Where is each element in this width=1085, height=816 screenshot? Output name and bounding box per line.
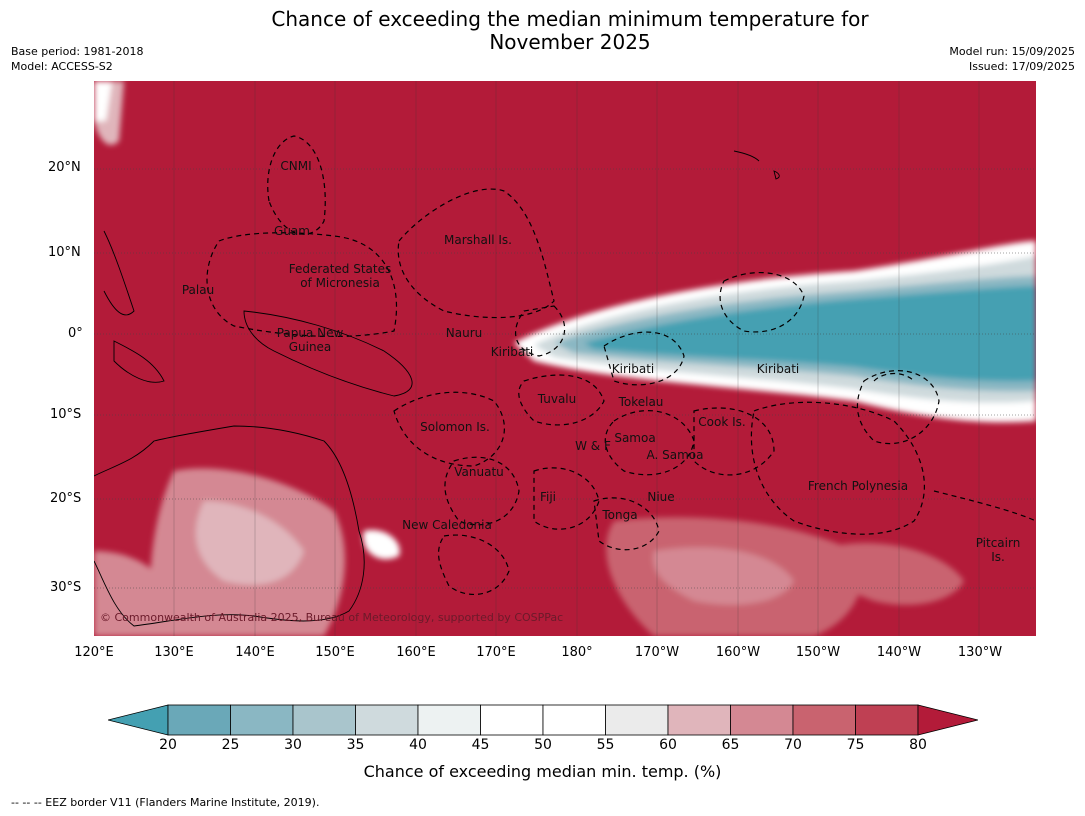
lat-label-10s: 10°S — [50, 407, 82, 422]
lon-label-130e: 130°E — [154, 645, 194, 660]
colorbar-tick-label: 40 — [409, 737, 427, 753]
label-fsm-line1: Federated States — [288, 262, 392, 276]
label-palau: Palau — [181, 283, 215, 297]
lon-label-170w: 170°W — [634, 645, 680, 660]
colorbar-segment — [230, 704, 294, 736]
meridians — [173, 81, 980, 636]
colorbar-segment — [417, 704, 481, 736]
warm-moderate-patches — [94, 81, 964, 636]
model-name: Model: ACCESS-S2 — [11, 60, 113, 73]
lat-label-eq: 0° — [68, 326, 83, 341]
colorbar-tick-label: 75 — [846, 737, 865, 753]
lon-label-160e: 160°E — [396, 645, 436, 660]
label-niue: Niue — [647, 490, 675, 504]
eez-legend: -- -- -- EEZ border V11 (Flanders Marine… — [11, 796, 320, 809]
label-png-line1: Papua New — [276, 326, 344, 340]
colorbar-title: Chance of exceeding median min. temp. (%… — [363, 762, 722, 781]
label-kiribati-west: Kiribati — [490, 345, 534, 359]
equatorial-cool-tongue — [514, 241, 1036, 423]
label-tonga: Tonga — [602, 508, 638, 522]
colorbar-tick-label: 65 — [721, 737, 740, 753]
colorbar-tick-label: 45 — [471, 737, 490, 753]
lon-label-150e: 150°E — [315, 645, 355, 660]
label-solomon-islands: Solomon Is. — [420, 420, 490, 434]
colorbar-tick-label: 55 — [596, 737, 615, 753]
colorbar-tick-label: 20 — [159, 737, 177, 753]
colorbar-segment — [667, 704, 731, 736]
label-guam: Guam — [274, 224, 310, 238]
label-fiji: Fiji — [539, 490, 557, 504]
map-canvas — [94, 81, 1036, 636]
title-line-1: Chance of exceeding the median minimum t… — [271, 7, 869, 31]
forecast-map: CNMI Guam Marshall Is. Federated States … — [94, 81, 1036, 636]
label-cnmi: CNMI — [280, 159, 312, 173]
label-pitcairn-line2: Is. — [991, 550, 1005, 564]
colorbar-segment — [355, 704, 419, 736]
label-new-caledonia: New Caledonia — [402, 518, 492, 532]
graticule — [94, 168, 1036, 589]
label-marshall-islands: Marshall Is. — [444, 233, 512, 247]
lon-label-120e: 120°E — [74, 645, 114, 660]
label-kiribati-central: Kiribati — [611, 362, 655, 376]
meta-left: Base period: 1981-2018 Model: ACCESS-S2 — [11, 44, 143, 74]
lon-label-180: 180° — [561, 645, 593, 660]
label-pitcairn-line1: Pitcairn — [975, 536, 1021, 550]
label-tokelau: Tokelau — [618, 395, 664, 409]
colorbar-arrow-low — [108, 704, 169, 736]
lon-label-140e: 140°E — [235, 645, 275, 660]
colorbar-segment — [542, 704, 606, 736]
lat-label-10n: 10°N — [48, 245, 81, 260]
label-french-polynesia: French Polynesia — [807, 479, 909, 493]
colorbar-segment — [855, 704, 919, 736]
colorbar-segment — [730, 704, 794, 736]
label-wallis-futuna: W & F — [575, 439, 611, 453]
colorbar-tick-label: 50 — [534, 737, 552, 753]
label-kiribati-east: Kiribati — [756, 362, 800, 376]
lat-label-20n: 20°N — [48, 160, 81, 175]
lon-label-130w: 130°W — [957, 645, 1003, 660]
title-line-2: November 2025 — [489, 30, 651, 54]
colorbar-segment — [292, 704, 356, 736]
label-samoa: Samoa — [614, 431, 656, 445]
colorbar — [108, 704, 978, 736]
colorbar-tick-label: 30 — [284, 737, 302, 753]
colorbar-segment — [167, 704, 231, 736]
eez-borders — [206, 135, 1036, 595]
colorbar-segment — [480, 704, 544, 736]
lon-label-160w: 160°W — [715, 645, 761, 660]
colorbar-tick-label: 60 — [659, 737, 677, 753]
lon-label-140w: 140°W — [876, 645, 922, 660]
colorbar-tick-label: 70 — [784, 737, 802, 753]
lat-label-30s: 30°S — [50, 580, 82, 595]
label-vanuatu: Vanuatu — [454, 465, 504, 479]
issued-date: Issued: 17/09/2025 — [968, 60, 1075, 73]
colorbar-arrow-high — [917, 704, 978, 736]
coastlines — [94, 150, 780, 627]
chart-title: Chance of exceeding the median minimum t… — [230, 8, 910, 54]
model-run: Model run: 15/09/2025 — [949, 45, 1075, 58]
label-american-samoa: A. Samoa — [646, 448, 704, 462]
colorbar-tick-label: 35 — [346, 737, 365, 753]
colorbar-tick-label: 25 — [221, 737, 240, 753]
lat-label-20s: 20°S — [50, 491, 82, 506]
meta-right: Model run: 15/09/2025 Issued: 17/09/2025 — [949, 44, 1075, 74]
label-cook-islands: Cook Is. — [698, 415, 746, 429]
label-fsm-line2: of Micronesia — [300, 276, 380, 290]
colorbar-segment — [605, 704, 669, 736]
label-png-line2: Guinea — [288, 340, 332, 354]
base-period: Base period: 1981-2018 — [11, 45, 144, 58]
copyright-notice: © Commonwealth of Australia 2025, Bureau… — [100, 611, 564, 624]
lon-label-150w: 150°W — [795, 645, 841, 660]
label-tuvalu: Tuvalu — [537, 392, 577, 406]
lon-label-170e: 170°E — [476, 645, 516, 660]
label-nauru: Nauru — [445, 326, 483, 340]
colorbar-segment — [792, 704, 856, 736]
colorbar-tick-label: 80 — [909, 737, 927, 753]
